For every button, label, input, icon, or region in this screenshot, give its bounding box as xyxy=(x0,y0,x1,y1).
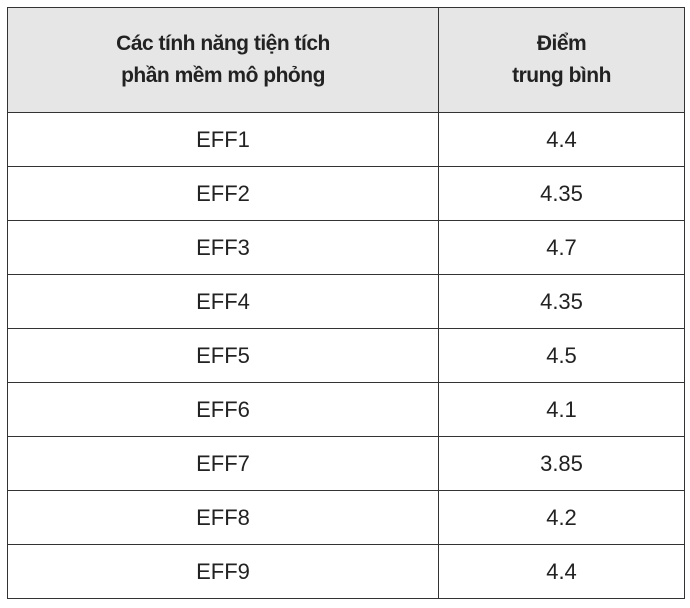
feature-cell: EFF7 xyxy=(7,436,439,491)
table-row: EFF4 4.35 xyxy=(7,274,685,329)
header-line: Điểm xyxy=(536,32,587,55)
feature-cell: EFF4 xyxy=(7,274,439,329)
table-row: EFF6 4.1 xyxy=(7,382,685,437)
header-line: Các tính năng tiện tích xyxy=(116,32,330,55)
table-row: EFF7 3.85 xyxy=(7,436,685,491)
feature-cell: EFF6 xyxy=(7,382,439,437)
score-cell: 4.35 xyxy=(438,166,685,221)
feature-cell: EFF9 xyxy=(7,544,439,599)
score-cell: 4.4 xyxy=(438,544,685,599)
feature-cell: EFF3 xyxy=(7,220,439,275)
table-row: EFF3 4.7 xyxy=(7,220,685,275)
feature-cell: EFF1 xyxy=(7,112,439,167)
score-cell: 4.4 xyxy=(438,112,685,167)
score-cell: 3.85 xyxy=(438,436,685,491)
header-line: trung bình xyxy=(512,64,611,87)
score-cell: 4.1 xyxy=(438,382,685,437)
table-row: EFF1 4.4 xyxy=(7,112,685,167)
score-cell: 4.35 xyxy=(438,274,685,329)
score-cell: 4.7 xyxy=(438,220,685,275)
score-cell: 4.2 xyxy=(438,490,685,545)
header-cell: Điểm trung bình xyxy=(438,7,685,113)
header-row: Các tính năng tiện tích phần mềm mô phỏng… xyxy=(7,7,685,113)
table-row: EFF2 4.35 xyxy=(7,166,685,221)
score-table: Các tính năng tiện tích phần mềm mô phỏng… xyxy=(7,7,685,599)
feature-cell: EFF8 xyxy=(7,490,439,545)
table-row: EFF5 4.5 xyxy=(7,328,685,383)
header-line: phần mềm mô phỏng xyxy=(121,64,325,87)
feature-cell: EFF5 xyxy=(7,328,439,383)
feature-cell: EFF2 xyxy=(7,166,439,221)
table-row: EFF8 4.2 xyxy=(7,490,685,545)
score-cell: 4.5 xyxy=(438,328,685,383)
table-body: EFF1 4.4 EFF2 4.35 EFF3 4.7 EFF4 4.35 EFF5 4.5 EFF… xyxy=(7,112,685,599)
table-row: EFF9 4.4 xyxy=(7,544,685,599)
header-cell: Các tính năng tiện tích phần mềm mô phỏng xyxy=(7,7,439,113)
table-head: Các tính năng tiện tích phần mềm mô phỏng… xyxy=(7,7,685,113)
